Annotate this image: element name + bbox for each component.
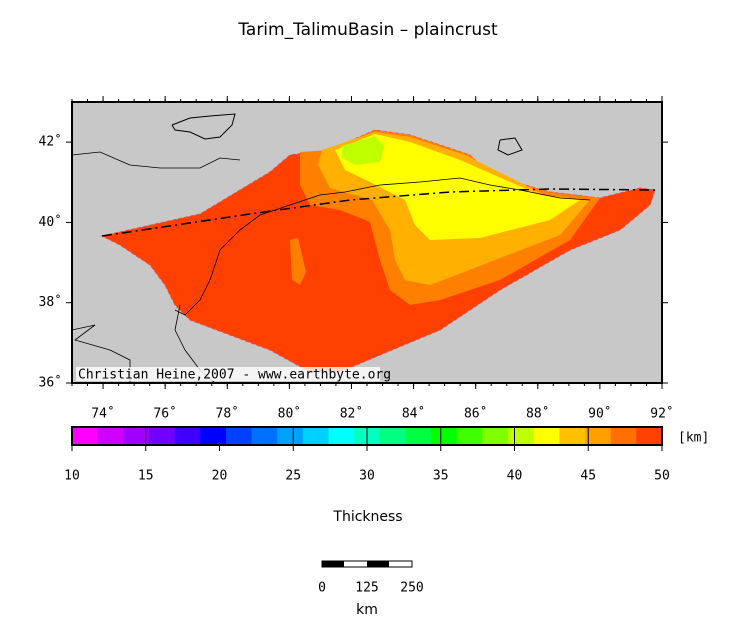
colorbar-swatch (456, 427, 483, 445)
scale-bar-segment (322, 561, 344, 567)
scale-label: 250 (400, 581, 423, 596)
coastline (171, 113, 236, 140)
lon-tick-label: 92˚ (650, 406, 673, 422)
credit: Christian Heine,2007 - www.earthbyte.org (78, 368, 391, 383)
colorbar-swatch (559, 427, 586, 445)
colorbar-swatch (379, 427, 406, 445)
lon-tick-label: 80˚ (278, 406, 301, 422)
colorbar-swatch (225, 427, 253, 445)
lat-tick-label: 38˚ (39, 294, 62, 310)
lon-tick-label: 78˚ (216, 406, 239, 422)
border (71, 151, 241, 169)
colorbar-swatch (302, 427, 330, 445)
colorbar-unit: [km] (678, 431, 709, 446)
colorbar-tick-label: 35 (433, 469, 449, 484)
colorbar-swatch (251, 427, 278, 445)
profile-line (101, 188, 656, 237)
lat-tick-label: 36˚ (39, 375, 62, 391)
crust-band (290, 238, 306, 285)
colorbar-tick-label: 45 (580, 469, 596, 484)
lon-tick-label: 76˚ (153, 406, 176, 422)
lat-tick-label: 42˚ (39, 134, 62, 150)
title: Tarim_TalimuBasin – plaincrust (237, 20, 498, 40)
colorbar-swatch (508, 427, 535, 445)
scale-bar: 0 125 250 km (318, 560, 424, 618)
lat-tick-label: 40˚ (39, 214, 62, 230)
colorbar-swatch (482, 427, 509, 445)
scale-label: 0 (318, 581, 326, 596)
colorbar-swatch (123, 427, 150, 445)
colorbar-swatch (405, 427, 432, 445)
crust-band (342, 136, 384, 165)
scale-label: 125 (355, 581, 378, 596)
colorbar-swatch (72, 427, 99, 445)
colorbar-swatch (97, 427, 124, 445)
border (174, 177, 591, 316)
lon-tick-label: 82˚ (340, 406, 363, 422)
crust-band (335, 134, 580, 240)
colorbar-swatch (533, 427, 560, 445)
lon-tick-label: 90˚ (588, 406, 611, 422)
colorbar-swatch (148, 427, 176, 445)
coastline (497, 137, 523, 156)
colorbar-swatch (174, 427, 201, 445)
lon-tick-label: 84˚ (402, 406, 425, 422)
colorbar-label: Thickness (332, 509, 402, 525)
colorbar-swatch (610, 427, 637, 445)
border (71, 324, 131, 383)
colorbar-tick-label: 10 (64, 469, 80, 484)
colorbar-tick-label: 40 (507, 469, 523, 484)
lon-tick-label: 88˚ (526, 406, 549, 422)
map: Christian Heine,2007 - www.earthbyte.org (71, 101, 663, 384)
lon-tick-label: 86˚ (464, 406, 487, 422)
colorbar-tick-label: 20 (212, 469, 228, 484)
colorbar-tick-label: 15 (138, 469, 154, 484)
colorbar-tick-label: 25 (285, 469, 301, 484)
colorbar-swatch (328, 427, 355, 445)
colorbar-swatch (585, 427, 612, 445)
scale-bar-segment (367, 561, 389, 567)
colorbar-tick-label: 50 (654, 469, 670, 484)
colorbar-swatch (200, 427, 227, 445)
colorbar-swatch (636, 427, 663, 445)
colorbar-swatch (431, 427, 458, 445)
credit-box (76, 367, 380, 381)
lon-tick-label: 74˚ (91, 406, 114, 422)
scale-unit: km (356, 602, 378, 618)
colorbar-tick-label: 30 (359, 469, 375, 484)
colorbar-swatch (277, 427, 304, 445)
